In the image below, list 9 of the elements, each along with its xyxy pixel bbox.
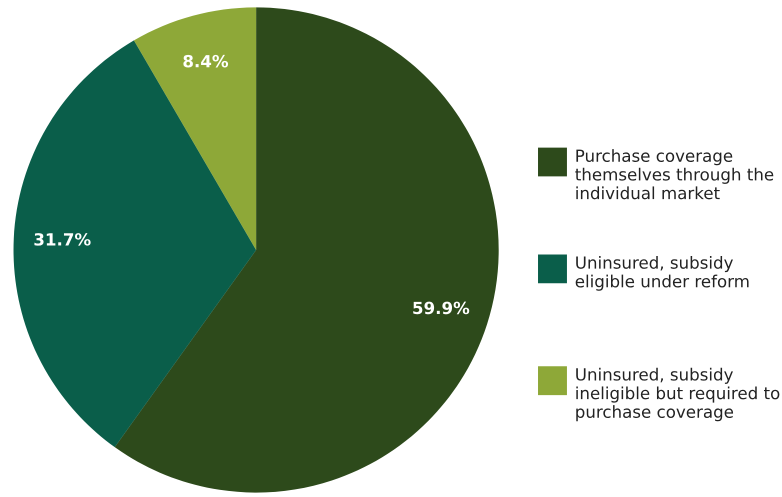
legend-label: Purchase coverage themselves through the individual market (575, 149, 774, 200)
legend-label: Uninsured, subsidy ineligible but required to purchase coverage (576, 368, 780, 422)
data-label: 31.7% (34, 233, 91, 246)
pie-slice (134, 7, 256, 250)
data-label: 8.4% (183, 54, 228, 68)
pie-slice (114, 7, 499, 493)
pie-slice (14, 40, 256, 448)
legend-label: Uninsured, subsidy eligible under reform (576, 256, 749, 291)
data-label: 59.9% (413, 302, 470, 314)
